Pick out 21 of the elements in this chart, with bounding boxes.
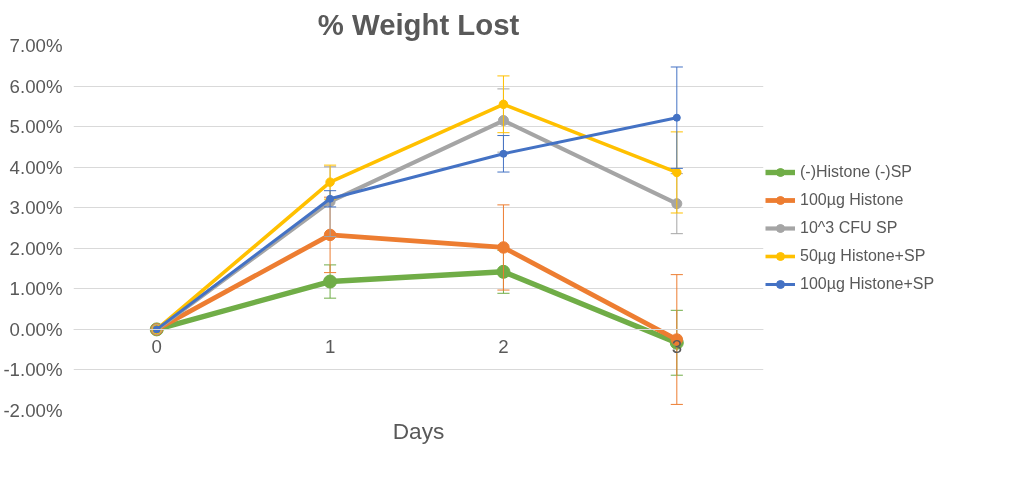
x-axis-title: Days [392,417,445,444]
legend-label: 10^3 CFU SP [800,218,898,237]
y-tick-label: 3.00% [9,197,63,219]
y-tick-label: 4.00% [9,156,63,178]
y-tick-label: 6.00% [9,75,63,97]
y-tick-label: 0.00% [9,318,63,340]
legend-label: 50µg Histone+SP [800,246,926,265]
y-tick-label: -1.00% [3,359,63,381]
x-tick-label: 3 [671,336,683,358]
legend-label: (-)Histone (-)SP [800,162,913,181]
x-tick-label: 0 [151,336,162,358]
x-tick-label: 1 [324,336,336,358]
y-tick-label: -2.00% [3,400,63,421]
y-tick-label: 5.00% [9,116,63,138]
y-tick-label: 2.00% [9,237,63,259]
x-tick-label: 2 [498,336,509,358]
y-tick-label: 1.00% [9,278,63,300]
legend-label: 100µg Histone+SP [800,274,935,293]
legend-label: 100µg Histone [800,190,904,209]
y-tick-label: 7.00% [9,35,63,56]
chart-title: % Weight Lost [317,7,520,41]
